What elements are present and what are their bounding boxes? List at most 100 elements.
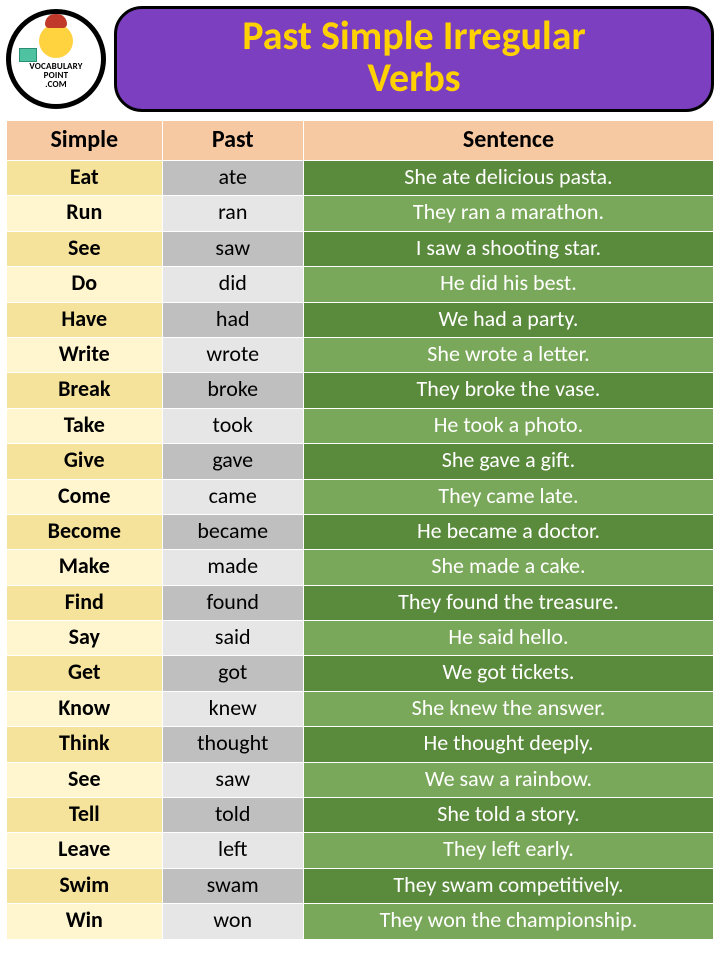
cell-sentence: She knew the answer. [303, 691, 713, 726]
table-header-row: Simple Past Sentence [7, 121, 714, 161]
cell-past: saw [162, 762, 303, 797]
verbs-table: Simple Past Sentence EatateShe ate delic… [6, 120, 714, 940]
th-past: Past [162, 121, 303, 161]
logo-badge: VOCABULARY POINT .COM [6, 9, 106, 109]
cell-simple: Give [7, 444, 163, 479]
cell-past: took [162, 408, 303, 443]
cell-past: made [162, 550, 303, 585]
cell-sentence: He took a photo. [303, 408, 713, 443]
table-row: MakemadeShe made a cake. [7, 550, 714, 585]
mascot-icon [39, 24, 73, 58]
cell-simple: Leave [7, 833, 163, 868]
cell-sentence: We saw a rainbow. [303, 762, 713, 797]
th-simple: Simple [7, 121, 163, 161]
table-row: GetgotWe got tickets. [7, 656, 714, 691]
book-icon [19, 48, 37, 62]
table-row: ThinkthoughtHe thought deeply. [7, 727, 714, 762]
table-row: BreakbrokeThey broke the vase. [7, 373, 714, 408]
table-row: LeaveleftThey left early. [7, 833, 714, 868]
cell-past: gave [162, 444, 303, 479]
table-row: RunranThey ran a marathon. [7, 196, 714, 231]
cell-past: ran [162, 196, 303, 231]
cell-sentence: She made a cake. [303, 550, 713, 585]
table-row: FindfoundThey found the treasure. [7, 585, 714, 620]
cell-sentence: She ate delicious pasta. [303, 161, 713, 196]
cell-past: became [162, 514, 303, 549]
cell-past: wrote [162, 337, 303, 372]
cell-past: broke [162, 373, 303, 408]
cell-sentence: She wrote a letter. [303, 337, 713, 372]
cell-sentence: We had a party. [303, 302, 713, 337]
cell-simple: Become [7, 514, 163, 549]
cell-simple: Come [7, 479, 163, 514]
cell-sentence: We got tickets. [303, 656, 713, 691]
title-line2: Verbs [131, 57, 697, 99]
table-row: ComecameThey came late. [7, 479, 714, 514]
cell-simple: Do [7, 267, 163, 302]
cell-simple: Find [7, 585, 163, 620]
table-row: SwimswamThey swam competitively. [7, 868, 714, 903]
page-title: Past Simple Irregular Verbs [114, 6, 714, 112]
table-row: DodidHe did his best. [7, 267, 714, 302]
cell-simple: Win [7, 904, 163, 939]
th-sentence: Sentence [303, 121, 713, 161]
logo-text: VOCABULARY POINT .COM [29, 62, 82, 89]
cell-simple: Run [7, 196, 163, 231]
table-row: SeesawWe saw a rainbow. [7, 762, 714, 797]
cell-past: told [162, 798, 303, 833]
logo-line3: .COM [45, 79, 67, 90]
cell-past: won [162, 904, 303, 939]
cell-simple: See [7, 231, 163, 266]
cell-sentence: She gave a gift. [303, 444, 713, 479]
header: VOCABULARY POINT .COM Past Simple Irregu… [6, 6, 714, 112]
cell-simple: Get [7, 656, 163, 691]
table-row: SaysaidHe said hello. [7, 621, 714, 656]
cell-simple: See [7, 762, 163, 797]
cell-simple: Make [7, 550, 163, 585]
cell-sentence: They came late. [303, 479, 713, 514]
cell-past: swam [162, 868, 303, 903]
cell-sentence: They ran a marathon. [303, 196, 713, 231]
table-row: HavehadWe had a party. [7, 302, 714, 337]
cell-simple: Eat [7, 161, 163, 196]
cell-past: got [162, 656, 303, 691]
cell-sentence: He said hello. [303, 621, 713, 656]
table-row: GivegaveShe gave a gift. [7, 444, 714, 479]
cell-sentence: He became a doctor. [303, 514, 713, 549]
logo-ring: VOCABULARY POINT .COM [6, 9, 106, 109]
cell-sentence: They left early. [303, 833, 713, 868]
cell-sentence: They swam competitively. [303, 868, 713, 903]
cell-sentence: He thought deeply. [303, 727, 713, 762]
cell-sentence: I saw a shooting star. [303, 231, 713, 266]
cell-past: left [162, 833, 303, 868]
cell-past: thought [162, 727, 303, 762]
cell-sentence: They broke the vase. [303, 373, 713, 408]
table-row: WritewroteShe wrote a letter. [7, 337, 714, 372]
cell-past: knew [162, 691, 303, 726]
title-line1: Past Simple Irregular [131, 15, 697, 57]
cell-simple: Have [7, 302, 163, 337]
table-row: KnowknewShe knew the answer. [7, 691, 714, 726]
table-row: BecomebecameHe became a doctor. [7, 514, 714, 549]
cell-sentence: They found the treasure. [303, 585, 713, 620]
cell-past: saw [162, 231, 303, 266]
cell-past: found [162, 585, 303, 620]
cell-simple: Think [7, 727, 163, 762]
cell-simple: Know [7, 691, 163, 726]
cell-past: said [162, 621, 303, 656]
cell-simple: Break [7, 373, 163, 408]
cell-past: ate [162, 161, 303, 196]
table-row: TaketookHe took a photo. [7, 408, 714, 443]
cell-simple: Write [7, 337, 163, 372]
table-row: TelltoldShe told a story. [7, 798, 714, 833]
table-row: EatateShe ate delicious pasta. [7, 161, 714, 196]
cell-simple: Take [7, 408, 163, 443]
cell-past: had [162, 302, 303, 337]
cell-past: did [162, 267, 303, 302]
cell-sentence: They won the championship. [303, 904, 713, 939]
cell-sentence: He did his best. [303, 267, 713, 302]
cell-past: came [162, 479, 303, 514]
cell-simple: Say [7, 621, 163, 656]
cell-simple: Tell [7, 798, 163, 833]
cell-sentence: She told a story. [303, 798, 713, 833]
